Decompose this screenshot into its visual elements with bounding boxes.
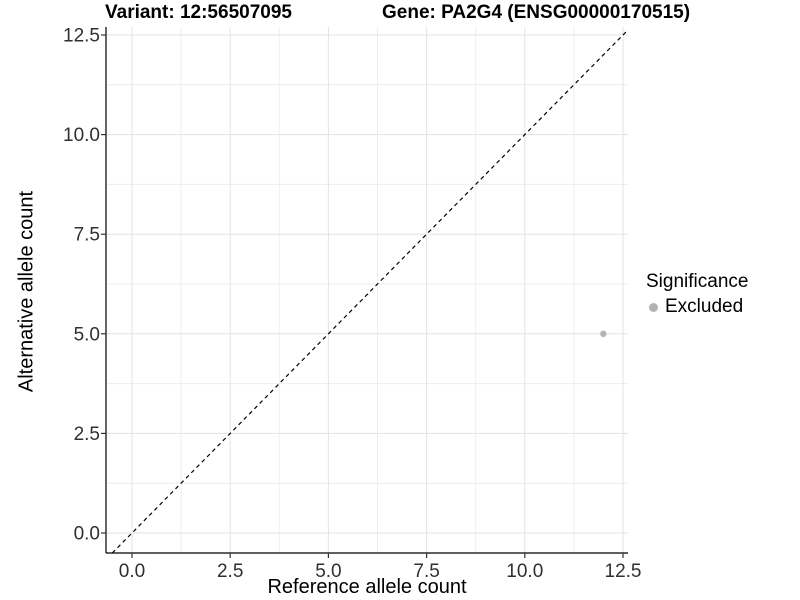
y-tick-label: 0.0	[74, 524, 100, 545]
x-tick-label: 2.5	[217, 561, 243, 582]
x-tick-label: 0.0	[119, 561, 145, 582]
y-tick-label: 7.5	[74, 225, 100, 246]
x-tick-label: 12.5	[605, 561, 642, 582]
y-axis-title: Alternative allele count	[15, 190, 38, 393]
legend-item-label: Excluded	[665, 296, 744, 317]
data-point	[600, 330, 607, 337]
y-tick-label: 12.5	[63, 26, 100, 47]
x-tick-label: 5.0	[315, 561, 341, 582]
panel-background	[106, 27, 628, 553]
legend-title: Significance	[646, 271, 749, 292]
legend-item-excluded: Excluded	[646, 296, 748, 318]
plot-title-gene: Gene: PA2G4 (ENSG00000170515)	[382, 2, 691, 23]
y-tick-label: 5.0	[74, 324, 100, 345]
y-tick-label: 10.0	[63, 125, 100, 146]
legend: Significance Excluded	[646, 271, 748, 318]
identity-line	[111, 29, 629, 554]
legend-key-dot	[649, 302, 658, 312]
x-tick-label: 10.0	[506, 561, 543, 582]
x-axis-title: Reference allele count	[267, 576, 467, 598]
x-tick-label: 7.5	[413, 561, 439, 582]
plot-title-variant: Variant: 12:56507095	[105, 2, 292, 23]
y-tick-label: 2.5	[74, 424, 100, 445]
